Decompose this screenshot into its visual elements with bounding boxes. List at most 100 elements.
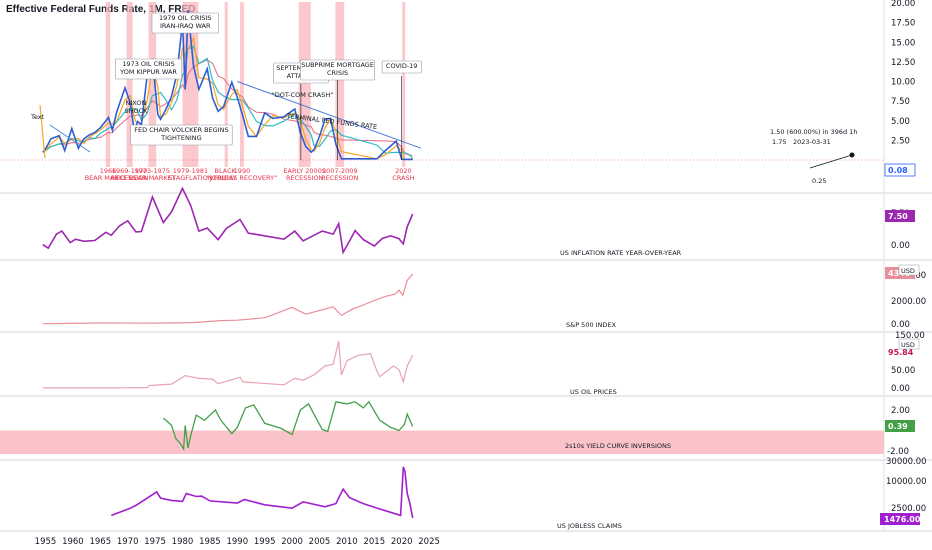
yield-curve-line: [162, 400, 414, 451]
y-tick-label: 30000.00: [886, 457, 927, 467]
inflation-last-value: 7.50: [888, 212, 908, 221]
fed-last-value: 0.08: [888, 166, 908, 175]
y-tick-label: 10.00: [891, 78, 915, 88]
recession-band: [240, 2, 244, 167]
y-tick-label: 10000.00: [886, 477, 927, 487]
text-note: Text: [30, 113, 45, 121]
y-tick-label: 20.00: [891, 0, 915, 9]
y-tick-label: 7.50: [891, 97, 910, 107]
callout-label: NIXON SHOCK: [124, 99, 148, 115]
fed-funds-rate-line: [42, 10, 413, 161]
jobless-line: [111, 466, 414, 519]
x-tick-label: 2015: [363, 537, 385, 547]
moving-average-fast: [42, 35, 413, 160]
y-tick-label: 50.00: [891, 366, 915, 376]
callout-label: "DOT-COM CRASH": [272, 91, 333, 99]
y-tick-label: 150.00: [895, 331, 925, 341]
recession-band: [105, 2, 111, 167]
y-tick-label: 5.00: [891, 117, 910, 127]
x-tick-label: 1975: [144, 537, 166, 547]
y-tick-label: 0.00: [891, 320, 910, 330]
callout-box: [114, 58, 183, 80]
y-tick-label: 0.00: [891, 241, 910, 251]
recession-band: [224, 2, 228, 167]
recession-band: [126, 2, 133, 167]
y-tick-label: 15.00: [891, 38, 915, 48]
recession-label: EARLY 2000S RECESSION: [283, 167, 326, 182]
chart-title: Effective Federal Funds Rate, 1M, FRED: [6, 4, 196, 15]
x-tick-label: 2010: [336, 537, 358, 547]
x-tick-label: 2025: [418, 537, 440, 547]
y-tick-label: 2.50: [891, 136, 910, 146]
yield-last-value: 0.39: [888, 422, 908, 431]
drawing-line: [49, 124, 91, 153]
drawing-line: [39, 104, 46, 159]
x-tick-label: 2020: [391, 537, 413, 547]
moving-average-slow: [42, 59, 413, 156]
x-tick-label: 1965: [89, 537, 111, 547]
recession-label: 1990 "JOBLESS RECOVERY": [207, 167, 277, 182]
unit-box: [898, 338, 920, 350]
jobless-pane-label: US JOBLESS CLAIMS: [557, 522, 622, 530]
x-tick-label: 1995: [254, 537, 276, 547]
projection-date: 2023-03-31: [793, 138, 831, 146]
oil-pane-label: US OIL PRICES: [570, 388, 617, 396]
x-tick-label: 1990: [226, 537, 248, 547]
oil-unit: USD: [901, 341, 915, 349]
unit-box: [898, 264, 920, 276]
projection-line: [809, 154, 853, 169]
projection-small: 1.75: [772, 138, 786, 146]
fed-last-value-border: [884, 163, 916, 177]
terminal-rate-trendline: [237, 81, 422, 149]
sp500-unit: USD: [901, 267, 915, 275]
x-tick-label: 1970: [117, 537, 139, 547]
callout-box: [151, 12, 219, 34]
projection-label: 1.50 (600.00%) in 396d 1h: [770, 128, 857, 136]
projection-low: 0.25: [812, 177, 826, 185]
recession-label: 1969-1970 RECESSION: [111, 167, 149, 182]
recession-label: 1979-1981 STAGFLATION: [168, 167, 212, 182]
jobless-last-value-bg: [880, 513, 920, 525]
oil-line: [42, 341, 414, 389]
x-tick-label: 1980: [172, 537, 194, 547]
callout-label: FED CHAIR VOLCKER BEGINS TIGHTENING: [134, 126, 228, 142]
projection-point: [849, 152, 855, 158]
recession-label: 2020 CRASH: [392, 167, 414, 182]
recession-band: [148, 2, 157, 167]
y-tick-label: 17.50: [891, 19, 915, 29]
inflation-last-value-bg: [885, 210, 915, 222]
y-tick-label: 2000.00: [891, 297, 926, 307]
y-tick-label: 12.50: [891, 58, 915, 68]
recession-band: [402, 2, 406, 167]
jobless-last-value: 1476.00: [884, 515, 921, 524]
fed-last-value-bg: [885, 164, 915, 176]
yield-pane-label: 2s10s YIELD CURVE INVERSIONS: [565, 442, 671, 450]
x-tick-label: 1955: [35, 537, 57, 547]
callout-box: [381, 60, 422, 74]
y-tick-label: 2.00: [891, 406, 910, 416]
yield-last-value-bg: [885, 420, 915, 432]
x-tick-label: 2000: [281, 537, 303, 547]
recession-label: BLACK FRIDAY: [214, 167, 237, 182]
callout-label: SUBPRIME MORTGAGE CRISIS: [301, 61, 374, 77]
y-tick-label: 2500.00: [891, 504, 926, 514]
inflation-line: [42, 186, 414, 255]
callout-label: 1973 OIL CRISIS YOM KIPPUR WAR: [119, 60, 177, 76]
sp500-line: [42, 273, 414, 325]
inversion-band: [0, 430, 884, 454]
recession-band: [335, 2, 345, 167]
recession-label: 1973-1975 BEAR MARKET: [129, 167, 176, 182]
callout-box: [130, 124, 233, 146]
callout-label: 1979 OIL CRISIS IRAN-IRAQ WAR: [159, 14, 211, 30]
x-tick-label: 2005: [309, 537, 331, 547]
recession-label: 2007-2009 RECESSION: [321, 167, 359, 182]
callout-label: COVID-19: [386, 62, 418, 70]
sp500-pane-label: S&P 500 INDEX: [566, 321, 617, 329]
x-tick-label: 1985: [199, 537, 221, 547]
oil-last-value: 95.84: [888, 348, 914, 357]
recession-label: 1966 BEAR MARKET: [85, 167, 132, 182]
inflation-pane-label: US INFLATION RATE YEAR-OVER-YEAR: [560, 249, 682, 257]
y-tick-label: -2.00: [887, 447, 909, 457]
